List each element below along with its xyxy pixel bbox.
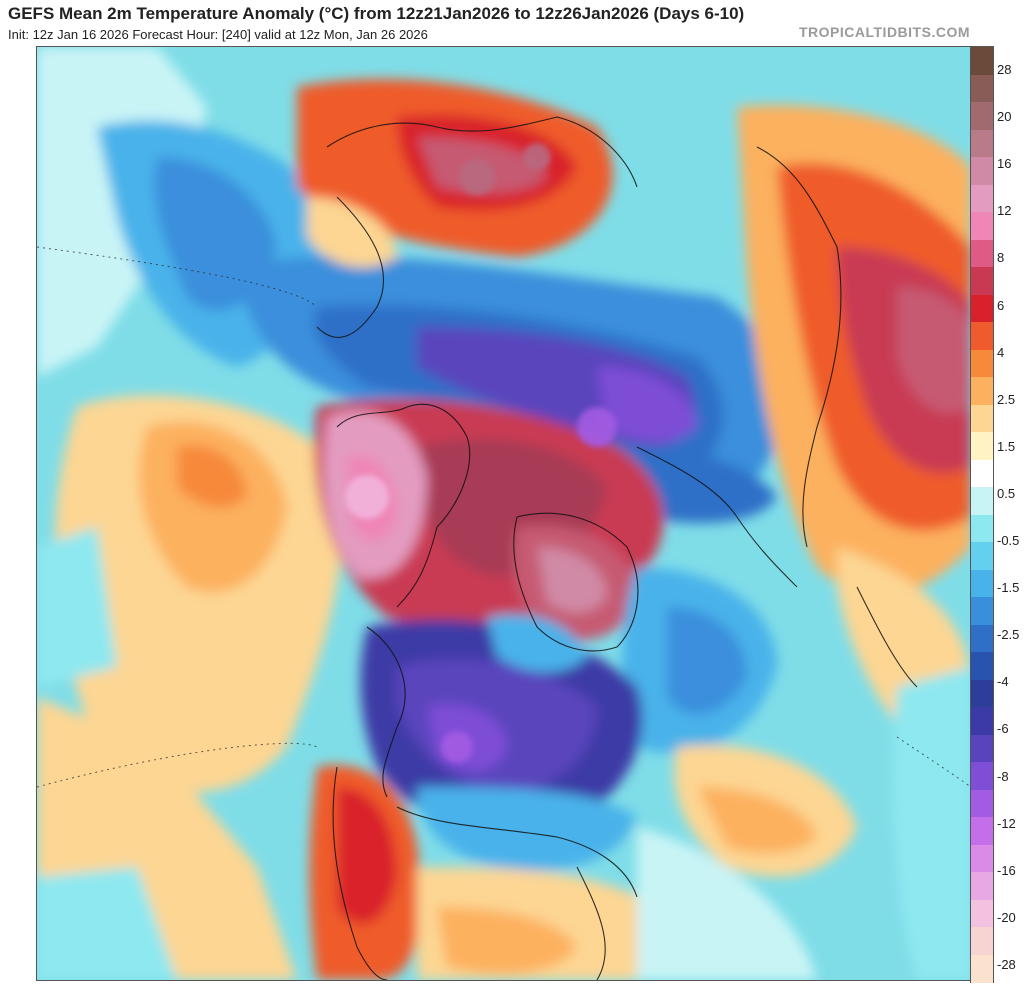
colorbar-segment — [971, 679, 993, 708]
colorbar-segment — [971, 597, 993, 626]
colorbar-label: 0.5 — [997, 485, 1016, 501]
colorbar-label: -2.5 — [997, 627, 1020, 643]
colorbar-segment — [971, 267, 993, 296]
equator-line — [37, 246, 971, 788]
anomaly-map — [36, 46, 972, 981]
colorbar-label: 6 — [997, 297, 1005, 313]
colorbar-segment — [971, 322, 993, 351]
colorbar-segment — [971, 569, 993, 598]
colorbar-label: -1.5 — [997, 580, 1020, 596]
colorbar-segment — [971, 47, 993, 76]
colorbar-label: 4 — [997, 344, 1005, 360]
coastlines — [316, 116, 918, 980]
colorbar-label: 1.5 — [997, 438, 1016, 454]
colorbar-segment — [971, 129, 993, 158]
colorbar-label: -6 — [997, 721, 1009, 737]
colorbar-segment — [971, 514, 993, 543]
colorbar-label: -20 — [997, 909, 1016, 925]
colorbar-segment — [971, 817, 993, 846]
colorbar-segment — [971, 542, 993, 571]
colorbar-segment — [971, 734, 993, 763]
colorbar-segment — [971, 789, 993, 818]
colorbar-label: 12 — [997, 203, 1012, 219]
colorbar-label: 28 — [997, 62, 1012, 77]
colorbar-segment — [971, 212, 993, 241]
anomaly-field — [37, 47, 971, 980]
colorbar-segment — [971, 294, 993, 323]
colorbar-segment — [971, 74, 993, 103]
colorbar — [970, 46, 994, 983]
map-canvas — [37, 47, 971, 980]
colorbar-label: 20 — [997, 109, 1012, 125]
colorbar-label: 2.5 — [997, 391, 1016, 407]
colorbar-label: -12 — [997, 815, 1016, 831]
colorbar-segment — [971, 954, 993, 983]
colorbar-segment — [971, 872, 993, 901]
colorbar-label: 16 — [997, 156, 1012, 172]
map-title: GEFS Mean 2m Temperature Anomaly (°C) fr… — [8, 4, 745, 23]
colorbar-segment — [971, 377, 993, 406]
colorbar-segment — [971, 927, 993, 956]
colorbar-segment — [971, 102, 993, 131]
colorbar-label: -0.5 — [997, 533, 1020, 548]
colorbar-segment — [971, 239, 993, 268]
colorbar-segment — [971, 432, 993, 461]
colorbar-segment — [971, 157, 993, 186]
colorbar-segment — [971, 349, 993, 378]
colorbar-segment — [971, 762, 993, 791]
colorbar-label: -28 — [997, 956, 1016, 972]
colorbar-segment — [971, 707, 993, 736]
anomaly-speckle — [345, 143, 957, 763]
init-forecast-info: Init: 12z Jan 16 2026 Forecast Hour: [24… — [8, 27, 428, 42]
colorbar-segment — [971, 459, 993, 488]
colorbar-label: -8 — [997, 768, 1009, 784]
colorbar-segment — [971, 184, 993, 213]
colorbar-segment — [971, 899, 993, 928]
colorbar-segment — [971, 844, 993, 873]
colorbar-segment — [971, 487, 993, 516]
credit-watermark: TROPICALTIDBITS.COM — [798, 24, 970, 40]
colorbar-label: 8 — [997, 250, 1005, 266]
colorbar-label: -16 — [997, 862, 1016, 878]
colorbar-segment — [971, 404, 993, 433]
colorbar-label: -4 — [997, 674, 1009, 690]
colorbar-segment — [971, 624, 993, 653]
colorbar-segment — [971, 652, 993, 681]
